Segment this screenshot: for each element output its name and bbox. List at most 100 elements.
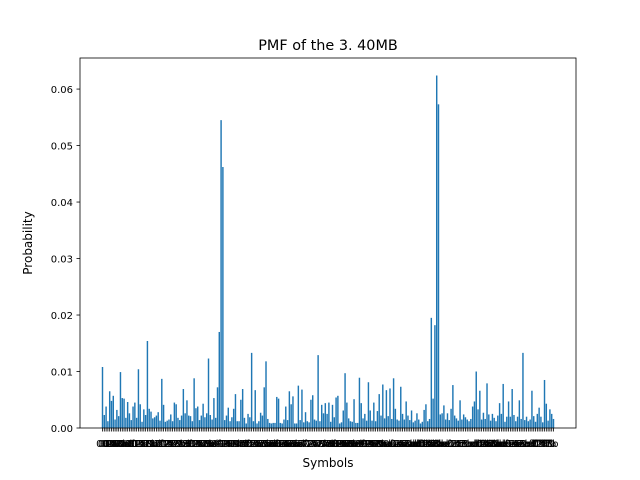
x-tick-label: 88 [340,439,353,450]
bar-33 [193,378,195,428]
x-tick-label: 94 [362,439,375,450]
x-tick-label: b1 [414,439,427,450]
bar-2d [182,389,185,428]
bar-6c [295,423,298,428]
x-tick-label: c9 [458,439,470,450]
bar-38 [202,403,204,428]
x-tick-label: 55 [249,439,262,450]
bar-f9 [549,409,551,428]
x-tick-label: 8f [354,439,364,450]
bar-1d [153,417,156,428]
x-tick-label: 43 [217,439,230,450]
x-tick-label: 1f [153,439,163,450]
x-tick-label: 0b [116,439,129,450]
bar-2a [177,417,179,428]
x-tick-label: 1b [145,439,158,450]
x-tick-label: da [488,439,500,450]
bar-21 [161,378,163,428]
bar-b7 [430,317,433,428]
bar-44 [223,420,226,428]
x-tick-label: ef [527,439,537,450]
x-tick-label: 31 [184,439,197,450]
bar-d8 [489,420,492,428]
x-tick-label: 52 [243,439,256,450]
bar-e9 [520,418,522,428]
bar-06 [112,395,114,428]
bar-de [500,413,503,428]
bar-4c [238,421,240,428]
x-tick-label: 58 [254,439,267,450]
x-tick-label: 66 [279,439,292,450]
bar-80 [331,404,334,428]
bar-df [502,383,504,428]
bar-1b [150,411,152,428]
x-tick-label: 36 [193,439,206,450]
x-tick-label: ea [517,439,529,450]
bar-60 [274,422,276,428]
x-tick-label: 44 [218,439,231,450]
bar-3d [211,419,213,428]
x-tick-label: c1 [443,439,455,450]
x-tick-label: d5 [479,439,492,450]
x-tick-label: 73 [303,439,316,450]
x-tick-label: 45 [220,439,233,450]
bar-39 [204,417,206,428]
x-tick-label: 72 [301,439,314,450]
x-tick-label: 1c [147,439,159,450]
bar-d3 [480,419,483,428]
bar-0a [119,372,122,428]
bar-b0 [418,419,420,428]
bar-5f [272,422,274,428]
bar-6d [297,385,300,428]
bar-b4 [425,404,427,428]
x-tick-label: 77 [310,439,323,450]
bar-e2 [507,401,510,428]
x-tick-label: c3 [447,439,459,450]
bar-f6 [543,379,546,428]
bar-93 [365,420,368,428]
bar-cd [470,418,472,428]
x-tick-label: eb [519,439,532,450]
x-tick-label: 61 [270,439,283,450]
x-tick-label: ce [467,439,479,450]
x-tick-label: bb [432,439,445,450]
x-tick-label: 29 [170,439,183,450]
x-tick-label: 3d [206,439,219,450]
bar-aa [407,415,409,428]
x-tick-label: 42 [215,439,228,450]
bar-c5 [455,418,458,428]
bar-cc [468,421,470,428]
x-tick-label: d7 [482,439,495,450]
x-tick-label: 97 [367,439,380,450]
x-tick-label: c4 [449,439,461,450]
x-tick-label: a7 [396,439,409,450]
x-tick-label: a8 [398,439,411,450]
bar-0c [123,398,125,428]
bar-56 [256,423,258,428]
x-tick-label: 81 [328,439,341,450]
bar-ed [527,421,530,428]
bar-8d [355,422,357,428]
bar-42 [220,120,222,429]
x-tick-label: 53 [245,439,258,450]
y-tick-label: 0.05 [51,142,73,153]
x-tick-label: d4 [477,439,490,450]
bar-25 [168,419,170,428]
x-tick-label: 24 [161,439,174,450]
x-tick-label: 74 [305,439,318,450]
bar-96 [371,420,373,428]
bar-c7 [459,400,461,428]
x-tick-label: 11 [127,439,140,450]
x-tick-label: 7b [317,439,330,450]
bar-c1 [448,420,451,428]
x-tick-label: 71 [299,439,312,450]
bar-2c [180,415,183,428]
bar-97 [373,402,375,428]
bar-ec [525,416,528,428]
bar-27 [171,421,174,428]
x-tick-label: ac [406,439,418,450]
bar-c0 [446,413,449,428]
bar-d4 [482,412,485,428]
